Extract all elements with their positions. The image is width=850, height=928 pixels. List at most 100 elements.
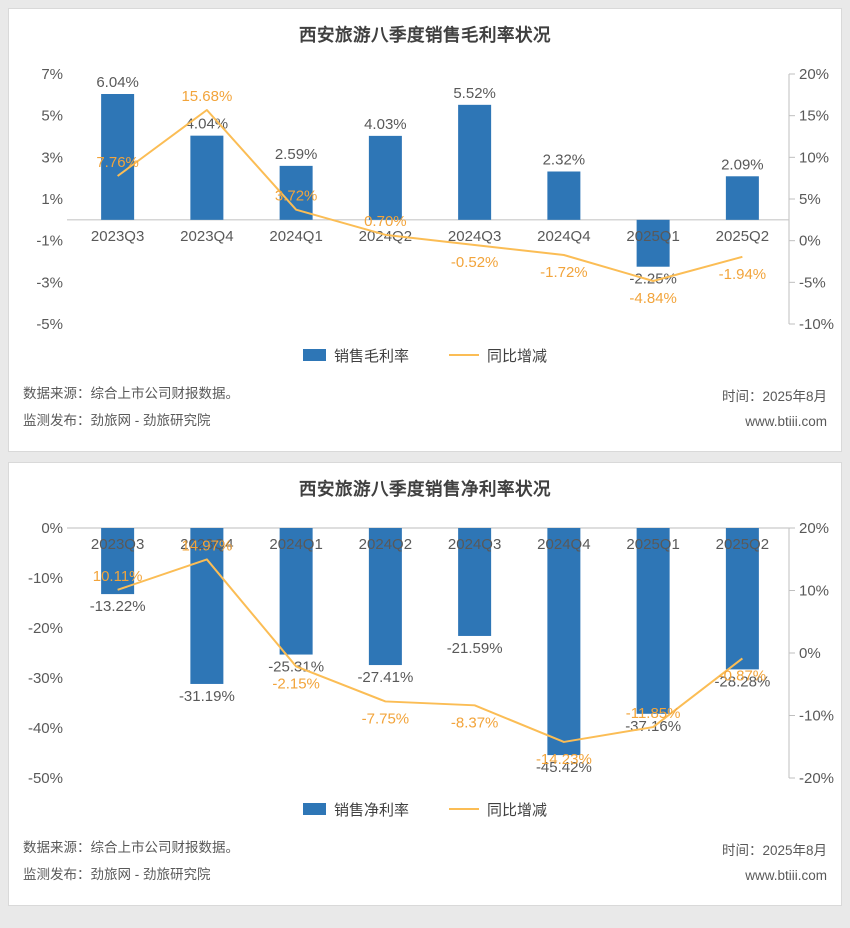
bar-value-label: -45.42% (536, 759, 592, 776)
bar-value-label: -2.25% (629, 271, 677, 288)
category-label: 2024Q1 (269, 536, 322, 553)
legend-bar-label: 销售净利率 (333, 801, 409, 819)
line-value-label: -0.87% (719, 667, 767, 684)
line-value-label: -8.37% (451, 714, 499, 731)
legend-line-swatch-icon (449, 353, 479, 357)
line-value-label: -14.23% (536, 751, 592, 768)
website-text: www.btiii.com (745, 868, 827, 884)
bar-2024Q3 (458, 104, 492, 220)
legend-item-bar: 销售净利率 (302, 799, 409, 820)
line-value-label: -11.85% (626, 705, 681, 722)
line-value-label: -2.15% (272, 675, 320, 692)
category-label: 2023Q4 (180, 228, 233, 245)
bar-value-label: 5.52% (453, 85, 496, 102)
line-value-label: -4.84% (629, 290, 677, 307)
right-axis-tick: 0% (799, 645, 821, 662)
line-value-label: 0.70% (364, 213, 407, 230)
bar-2025Q1 (636, 219, 670, 267)
publisher-text: 监测发布：劲旅网 - 劲旅研究院 (23, 867, 211, 883)
left-axis-tick: 7% (41, 66, 63, 83)
left-axis-tick: -5% (36, 316, 63, 333)
bar-value-label: 2.32% (543, 152, 586, 169)
category-label: 2024Q1 (269, 228, 322, 245)
bar-2023Q4 (190, 528, 224, 684)
left-axis-tick: 5% (41, 108, 63, 125)
legend-line-label: 同比增减 (487, 801, 548, 819)
legend: 销售净利率 同比增减 (9, 798, 841, 820)
category-label: 2024Q4 (537, 536, 590, 553)
category-label: 2025Q1 (626, 536, 679, 553)
right-axis-tick: 10% (799, 583, 829, 600)
yoy-line-series (117, 558, 743, 743)
right-axis-tick: -10% (799, 316, 834, 333)
legend-bar-swatch-icon (302, 803, 326, 815)
right-axis-tick: -10% (799, 708, 834, 725)
line-value-label: 7.76% (96, 154, 139, 171)
chart-footer: 数据来源：综合上市公司财报数据。 监测发布：劲旅网 - 劲旅研究院 时间：202… (23, 834, 827, 889)
chart-title: 西安旅游八季度销售毛利率状况 (299, 25, 551, 45)
line-value-label: -7.75% (362, 710, 410, 727)
category-label: 2025Q2 (716, 228, 769, 245)
gross-margin-panel: 西安旅游八季度销售毛利率状况 7% 5% 3% 1% -1% -3% -5% 20% 15% 10… (8, 8, 842, 452)
yoy-line-series (117, 109, 743, 282)
bar-2024Q3 (458, 528, 492, 636)
bar-value-label: -13.22% (90, 598, 146, 615)
bar-value-label: -28.28% (714, 673, 770, 690)
right-axis-tick: 15% (799, 108, 829, 125)
category-label: 2023Q3 (91, 536, 144, 553)
bar-2025Q2 (725, 528, 759, 670)
line-value-label: -0.52% (451, 254, 499, 271)
category-label: 2024Q3 (448, 228, 501, 245)
bar-value-label: -21.59% (447, 640, 503, 657)
gross-margin-chart: 7% 5% 3% 1% -1% -3% -5% 20% 15% 10% 5% 0% -5% -10% 202… (36, 66, 834, 333)
left-axis-tick: -3% (36, 274, 63, 291)
bar-value-label: 6.04% (96, 74, 139, 91)
time-text: 时间：2025年8月 (721, 842, 827, 858)
left-axis-tick: 1% (41, 191, 63, 208)
data-source-text: 数据来源：综合上市公司财报数据。 (23, 839, 239, 855)
bar-2024Q2 (368, 135, 402, 220)
left-axis-tick: 3% (41, 149, 63, 166)
net-margin-chart: 0% -10% -20% -30% -40% -50% 20% 10% 0% -10% -20% 20… (28, 520, 834, 787)
left-axis-tick: -10% (28, 570, 63, 587)
left-axis-tick: -30% (28, 670, 63, 687)
bar-value-label: 2.09% (721, 156, 764, 173)
bar-2025Q2 (725, 176, 759, 220)
left-axis-tick: 0% (41, 520, 63, 537)
bar-value-label: -31.19% (179, 688, 235, 705)
legend-bar-label: 销售毛利率 (333, 347, 409, 365)
right-axis-tick: 10% (799, 149, 829, 166)
left-axis-tick: -1% (36, 233, 63, 250)
category-label: 2025Q1 (626, 228, 679, 245)
category-label: 2025Q2 (716, 536, 769, 553)
bar-2023Q3 (101, 94, 135, 220)
bar-value-label: 4.03% (364, 116, 407, 133)
line-value-label: -1.94% (719, 266, 767, 283)
legend: 销售毛利率 同比增减 (9, 344, 841, 366)
bar-2024Q4 (547, 528, 581, 756)
category-label: 2024Q4 (537, 228, 590, 245)
legend-line-swatch-icon (449, 807, 479, 811)
chart-title: 西安旅游八季度销售净利率状况 (299, 479, 551, 499)
bar-2023Q3 (101, 528, 135, 595)
category-label: 2024Q3 (448, 536, 501, 553)
bar-2023Q4 (190, 135, 224, 220)
bar-2024Q4 (547, 171, 581, 220)
legend-item-line: 同比增减 (449, 799, 547, 820)
category-label: 2023Q4 (180, 536, 233, 553)
line-value-label: 15.68% (181, 88, 232, 105)
line-value-label: 3.72% (275, 188, 318, 205)
legend-item-line: 同比增减 (449, 345, 547, 366)
category-label: 2023Q3 (91, 228, 144, 245)
chart-footer: 数据来源：综合上市公司财报数据。 监测发布：劲旅网 - 劲旅研究院 时间：202… (23, 380, 827, 435)
time-text: 时间：2025年8月 (721, 388, 827, 404)
right-axis-tick: 20% (799, 520, 829, 537)
publisher-text: 监测发布：劲旅网 - 劲旅研究院 (23, 413, 211, 429)
category-label: 2024Q2 (359, 536, 412, 553)
bar-2024Q2 (368, 528, 402, 666)
legend-bar-swatch-icon (302, 349, 326, 361)
net-margin-panel: 西安旅游八季度销售净利率状况 0% -10% -20% -30% -40% -50% 20%… (8, 462, 842, 906)
left-axis-tick: -40% (28, 720, 63, 737)
bar-value-label: -27.41% (357, 669, 413, 686)
right-axis-tick: -20% (799, 770, 834, 787)
